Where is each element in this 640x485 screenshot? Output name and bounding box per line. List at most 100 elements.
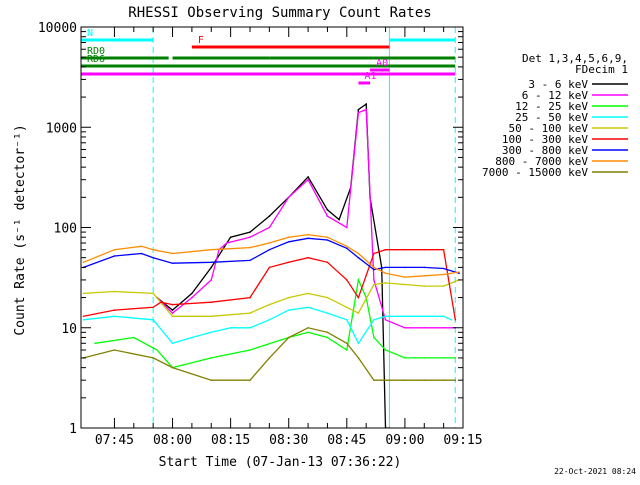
data-point-1-14: [373, 279, 375, 281]
data-point-4-7: [287, 296, 290, 299]
data-point-1-7: [268, 226, 271, 229]
axes-layer: 1 10 100 1000 10000 07:45 08:00 08:15 08:30 08:45…: [38, 21, 483, 448]
data-point-0-1: [171, 309, 174, 311]
legend-label-4: 50 - 100 keV: [509, 122, 589, 135]
y-tick-label-2: 100: [54, 222, 77, 237]
data-point-2-16: [442, 357, 445, 359]
data-point-4-12: [373, 283, 375, 286]
data-point-3-3: [171, 342, 174, 345]
data-point-5-8: [287, 261, 290, 264]
data-point-4-1: [113, 290, 116, 293]
series-line-4: [83, 279, 460, 317]
data-point-6-16: [423, 266, 426, 269]
data-point-3-8: [268, 319, 271, 321]
data-point-1-8: [287, 196, 290, 199]
data-point-8-3: [171, 366, 174, 369]
legend-label-2: 12 - 25 keV: [515, 100, 588, 113]
chart-title: RHESSI Observing Summary Count Rates: [128, 5, 431, 21]
data-point-7-9: [307, 233, 309, 236]
data-point-8-15: [423, 379, 426, 382]
data-point-2-10: [357, 279, 360, 281]
data-point-5-18: [454, 319, 457, 321]
data-point-8-6: [268, 357, 271, 359]
data-point-1-12: [357, 111, 360, 114]
data-point-7-16: [423, 275, 426, 277]
data-point-3-10: [307, 306, 309, 309]
data-point-6-15: [404, 266, 406, 269]
data-point-5-13: [373, 252, 375, 255]
data-point-8-14: [404, 379, 406, 382]
data-point-1-3: [210, 279, 213, 281]
y-tick-label-3: 1000: [46, 121, 77, 136]
data-point-4-2: [152, 292, 154, 295]
x-tick-label-6: 09:15: [443, 433, 482, 448]
data-point-6-10: [326, 239, 329, 241]
data-point-1-13: [365, 108, 368, 111]
data-point-1-17: [423, 327, 426, 329]
legend-label-6: 300 - 800 keV: [502, 144, 588, 157]
data-point-4-3: [171, 315, 174, 318]
data-point-5-7: [268, 266, 271, 269]
data-point-6-7: [268, 248, 271, 251]
data-point-8-13: [384, 379, 387, 382]
data-point-3-4: [191, 336, 193, 339]
data-point-5-15: [404, 248, 406, 251]
series-group: [82, 102, 460, 428]
data-point-8-2: [152, 357, 154, 359]
data-point-8-4: [210, 379, 213, 382]
footer-date: 22-Oct-2021 08:24: [554, 467, 636, 476]
data-point-3-18: [442, 315, 445, 318]
data-point-6-1: [113, 255, 116, 257]
series-line-0: [156, 102, 390, 428]
data-point-4-13: [384, 282, 387, 284]
data-point-5-6: [249, 296, 251, 299]
y-tick-label-0: 1: [69, 422, 77, 437]
data-point-3-9: [287, 309, 290, 311]
data-point-4-16: [442, 285, 445, 287]
data-point-0-10: [338, 218, 340, 221]
y-axis-label: Count Rate (s⁻¹ detector⁻¹): [13, 124, 28, 335]
data-point-2-17: [454, 357, 457, 359]
data-point-7-11: [346, 245, 348, 248]
series-line-8: [83, 327, 456, 381]
data-point-7-10: [326, 236, 329, 238]
data-point-1-10: [326, 215, 329, 217]
data-point-0-4: [229, 236, 232, 238]
data-point-4-10: [346, 306, 348, 309]
legend-label-8: 7000 - 15000 keV: [482, 166, 588, 179]
data-point-5-16: [423, 248, 426, 251]
data-point-7-3: [152, 248, 154, 251]
data-point-6-5: [210, 261, 213, 264]
data-point-4-0: [82, 292, 85, 295]
data-point-0-8: [307, 176, 309, 178]
data-point-1-15: [384, 319, 387, 321]
data-point-7-6: [249, 246, 251, 249]
data-point-1-2: [191, 296, 193, 299]
data-point-7-15: [404, 276, 406, 278]
data-point-8-5: [249, 379, 251, 382]
data-point-2-13: [384, 349, 387, 351]
data-point-5-10: [326, 261, 329, 264]
data-point-8-17: [454, 379, 457, 382]
data-point-5-0: [82, 315, 85, 318]
series-line-3: [83, 306, 452, 345]
legend-label-0: 3 - 6 keV: [528, 78, 588, 91]
data-point-7-14: [384, 272, 387, 275]
data-point-7-17: [442, 273, 445, 276]
series-line-7: [83, 233, 460, 278]
data-point-5-4: [171, 303, 174, 306]
data-point-7-0: [82, 261, 85, 264]
flag-label-3: RD6: [87, 54, 105, 65]
data-point-4-11: [357, 312, 360, 314]
data-point-6-18: [458, 272, 460, 275]
series-line-1: [156, 108, 456, 329]
data-point-2-2: [156, 349, 158, 351]
data-point-7-18: [458, 271, 460, 273]
y-tick-label-4: 10000: [38, 21, 77, 36]
data-point-2-1: [133, 336, 135, 339]
data-point-3-15: [384, 315, 387, 318]
data-point-2-7: [307, 331, 309, 334]
